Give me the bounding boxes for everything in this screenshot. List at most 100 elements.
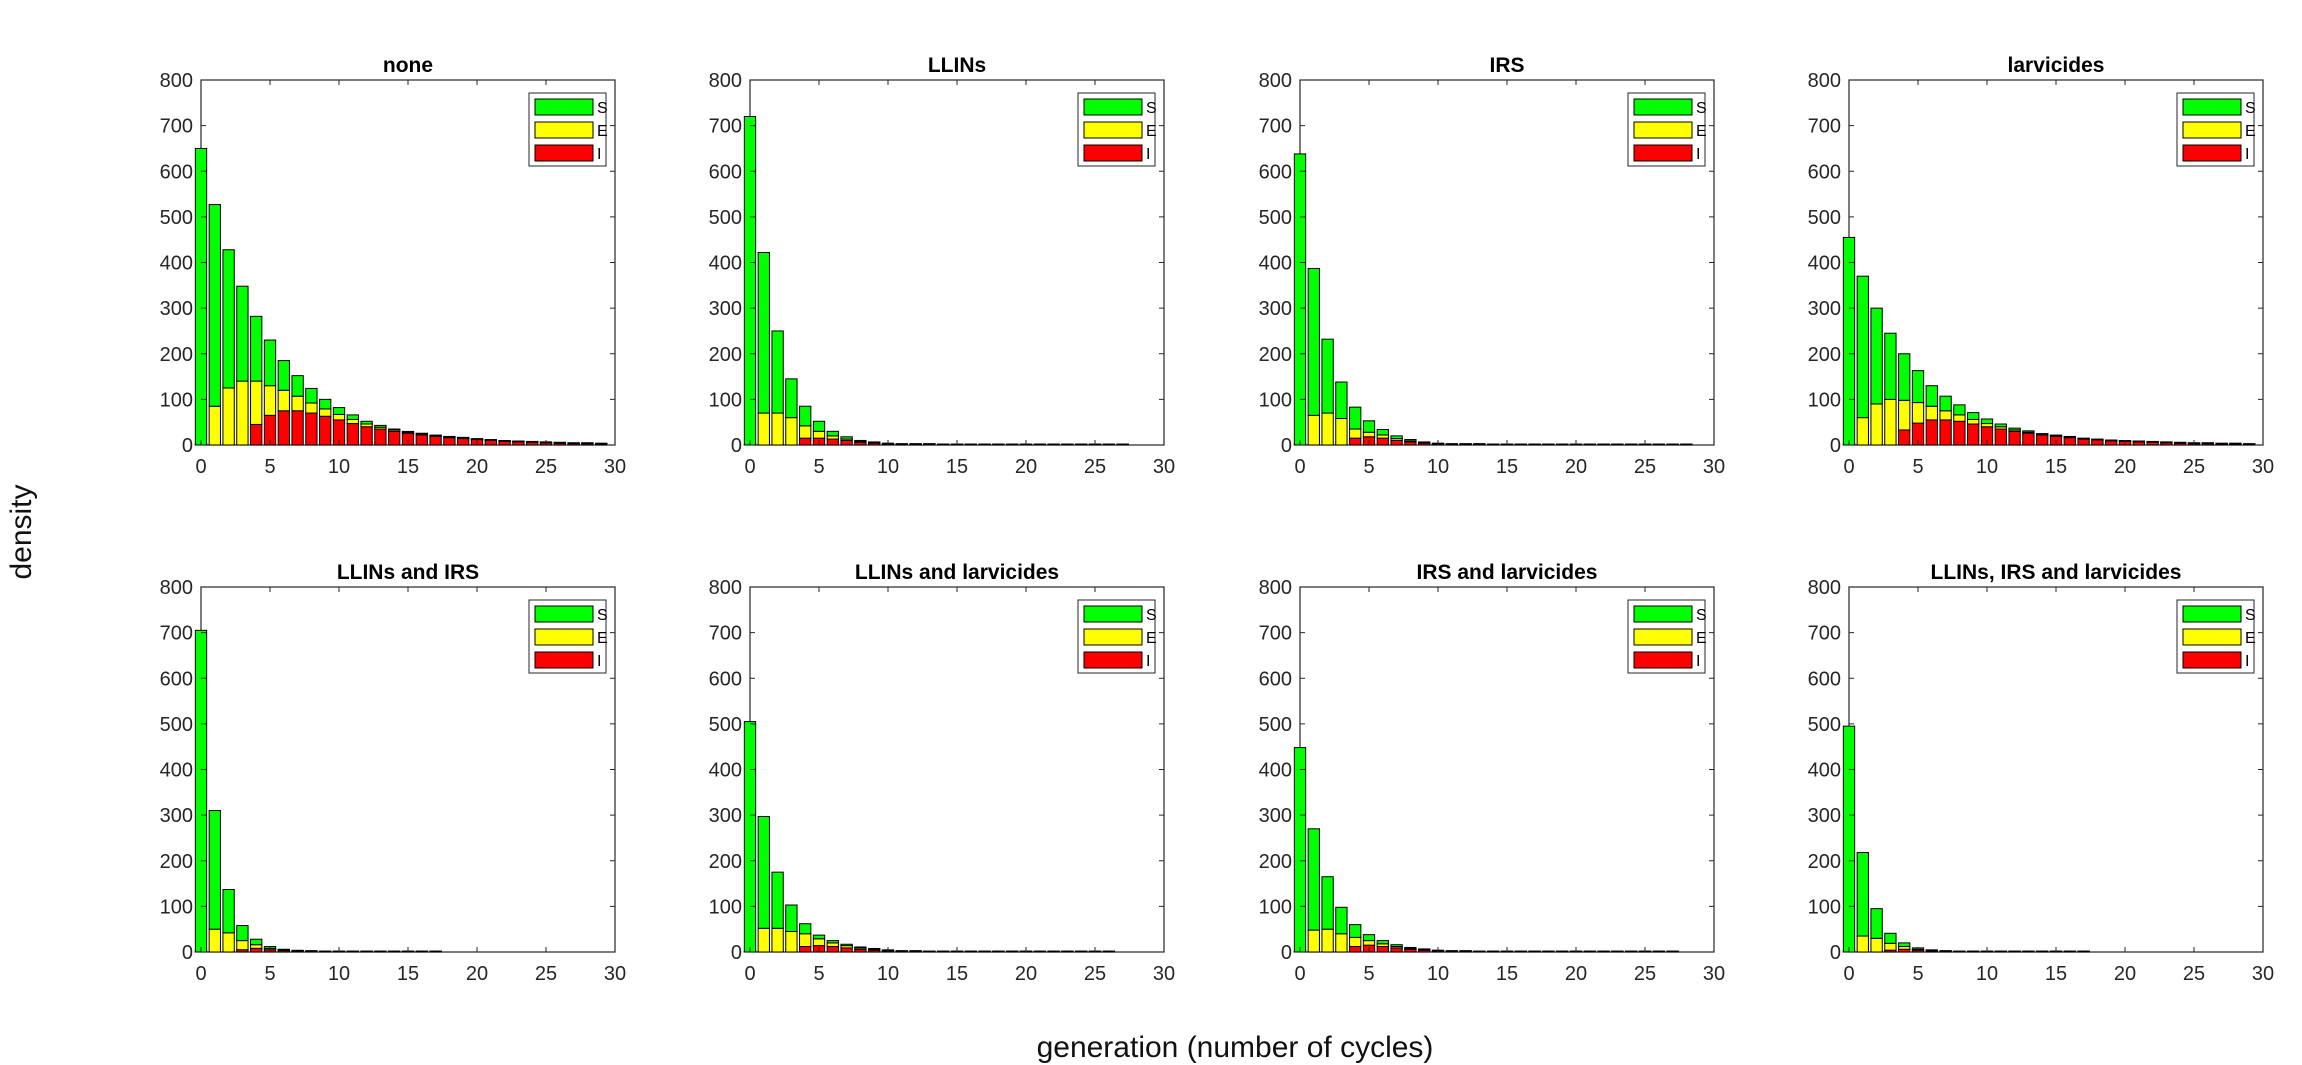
bar-S — [2243, 443, 2256, 446]
bar-I — [443, 437, 456, 446]
bar-I — [1953, 420, 1966, 446]
y-tick-label: 400 — [1259, 253, 1292, 275]
bar-S — [1075, 443, 1088, 446]
bar-S — [2091, 438, 2104, 441]
bar-S — [799, 923, 812, 935]
bar-I — [484, 439, 497, 446]
bar-E — [250, 380, 263, 425]
bar-E — [208, 405, 221, 446]
bar-I — [2105, 440, 2118, 446]
legend-swatch-S — [534, 605, 594, 623]
bar-S — [2160, 441, 2173, 444]
bar-S — [1856, 852, 1869, 937]
y-tick-label: 0 — [1281, 435, 1292, 457]
x-tick-label: 30 — [1153, 963, 1175, 985]
bar-I — [840, 439, 853, 446]
bar-S — [868, 441, 881, 444]
bar-S — [291, 949, 304, 952]
bar-S — [470, 438, 484, 441]
bar-S — [498, 440, 511, 442]
bar-S — [1293, 747, 1307, 953]
y-tick-label: 500 — [1808, 714, 1841, 736]
bar-S — [1652, 443, 1665, 446]
x-tick-label: 15 — [946, 456, 968, 478]
bar-S — [1556, 950, 1569, 953]
y-tick-label: 600 — [160, 668, 193, 690]
bar-S — [2063, 435, 2076, 438]
y-tick-label: 800 — [1259, 577, 1292, 599]
bar-S — [1542, 443, 1555, 446]
y-tick-label: 0 — [182, 942, 193, 964]
legend-swatch-I — [534, 144, 594, 162]
bar-S — [2063, 950, 2076, 953]
bar-S — [1953, 404, 1966, 416]
x-tick-label: 0 — [744, 456, 755, 478]
bar-E — [785, 930, 798, 953]
subplot-title: IRS — [1489, 54, 1524, 77]
subplot-title: IRS and larvicides — [1417, 561, 1598, 584]
y-tick-label: 700 — [1259, 116, 1292, 138]
legend-label-E: E — [1696, 123, 1707, 140]
bar-S — [401, 430, 415, 433]
x-tick-label: 20 — [1015, 963, 1037, 985]
bar-S — [1939, 950, 1952, 953]
bar-E — [1362, 940, 1376, 946]
bar-S — [937, 443, 950, 446]
bar-E — [1307, 414, 1320, 446]
bar-S — [909, 443, 922, 446]
bar-S — [1583, 443, 1596, 446]
y-tick-label: 800 — [709, 70, 742, 92]
x-tick-label: 10 — [328, 963, 350, 985]
x-tick-label: 0 — [195, 456, 206, 478]
bar-I — [415, 434, 428, 446]
bar-S — [346, 950, 359, 953]
bar-S — [1556, 443, 1569, 446]
bar-S — [1666, 443, 1679, 446]
bar-E — [291, 395, 304, 412]
y-tick-label: 300 — [160, 298, 193, 320]
bar-S — [2105, 439, 2118, 442]
bar-S — [2022, 950, 2035, 953]
subplot: 0 100 200 300 400 500 600 700 800 0 5 10 15 20 25 30 LLI… — [709, 561, 1176, 985]
bar-S — [2022, 430, 2035, 433]
y-tick-label: 600 — [1259, 161, 1292, 183]
bar-S — [1116, 443, 1129, 446]
bar-S — [1884, 932, 1897, 944]
y-tick-label: 500 — [1808, 207, 1841, 229]
bar-S — [854, 946, 867, 949]
bar-S — [895, 950, 908, 953]
bar-S — [964, 443, 977, 446]
legend-swatch-S — [1633, 605, 1693, 623]
y-tick-label: 300 — [1808, 805, 1841, 827]
legend-swatch-I — [2182, 651, 2242, 669]
bar-S — [2077, 437, 2090, 440]
legend-swatch-I — [1633, 651, 1693, 669]
subplot: 0 100 200 300 400 500 600 700 800 0 5 10 15 20 25 30 non… — [160, 54, 627, 478]
bar-E — [812, 938, 826, 947]
subplot: 0 100 200 300 400 500 600 700 800 0 5 10 15 20 25 30 LLI… — [160, 561, 627, 985]
bar-S — [1390, 435, 1403, 440]
bar-S — [826, 430, 839, 437]
bar-S — [429, 950, 442, 953]
bar-S — [277, 948, 290, 951]
bar-I — [1349, 437, 1362, 446]
y-tick-label: 0 — [1830, 942, 1841, 964]
y-tick-label: 0 — [731, 435, 742, 457]
legend-swatch-E — [1633, 121, 1693, 139]
x-tick-label: 20 — [466, 456, 488, 478]
y-tick-label: 700 — [709, 116, 742, 138]
bar-S — [1625, 950, 1638, 953]
bar-E — [1939, 410, 1952, 421]
subplot: 0 100 200 300 400 500 600 700 800 0 5 10 15 20 25 30 lar… — [1808, 54, 2275, 478]
legend-label-E: E — [597, 630, 608, 647]
y-tick-label: 400 — [1808, 760, 1841, 782]
y-tick-label: 400 — [1808, 253, 1841, 275]
bar-S — [1487, 950, 1500, 953]
bar-S — [1404, 946, 1417, 949]
bar-S — [332, 407, 346, 415]
bar-I — [826, 946, 839, 953]
bar-I — [360, 426, 373, 446]
legend-label-I: I — [1146, 653, 1150, 670]
legend-label-I: I — [1696, 146, 1700, 163]
bar-S — [1583, 950, 1596, 953]
